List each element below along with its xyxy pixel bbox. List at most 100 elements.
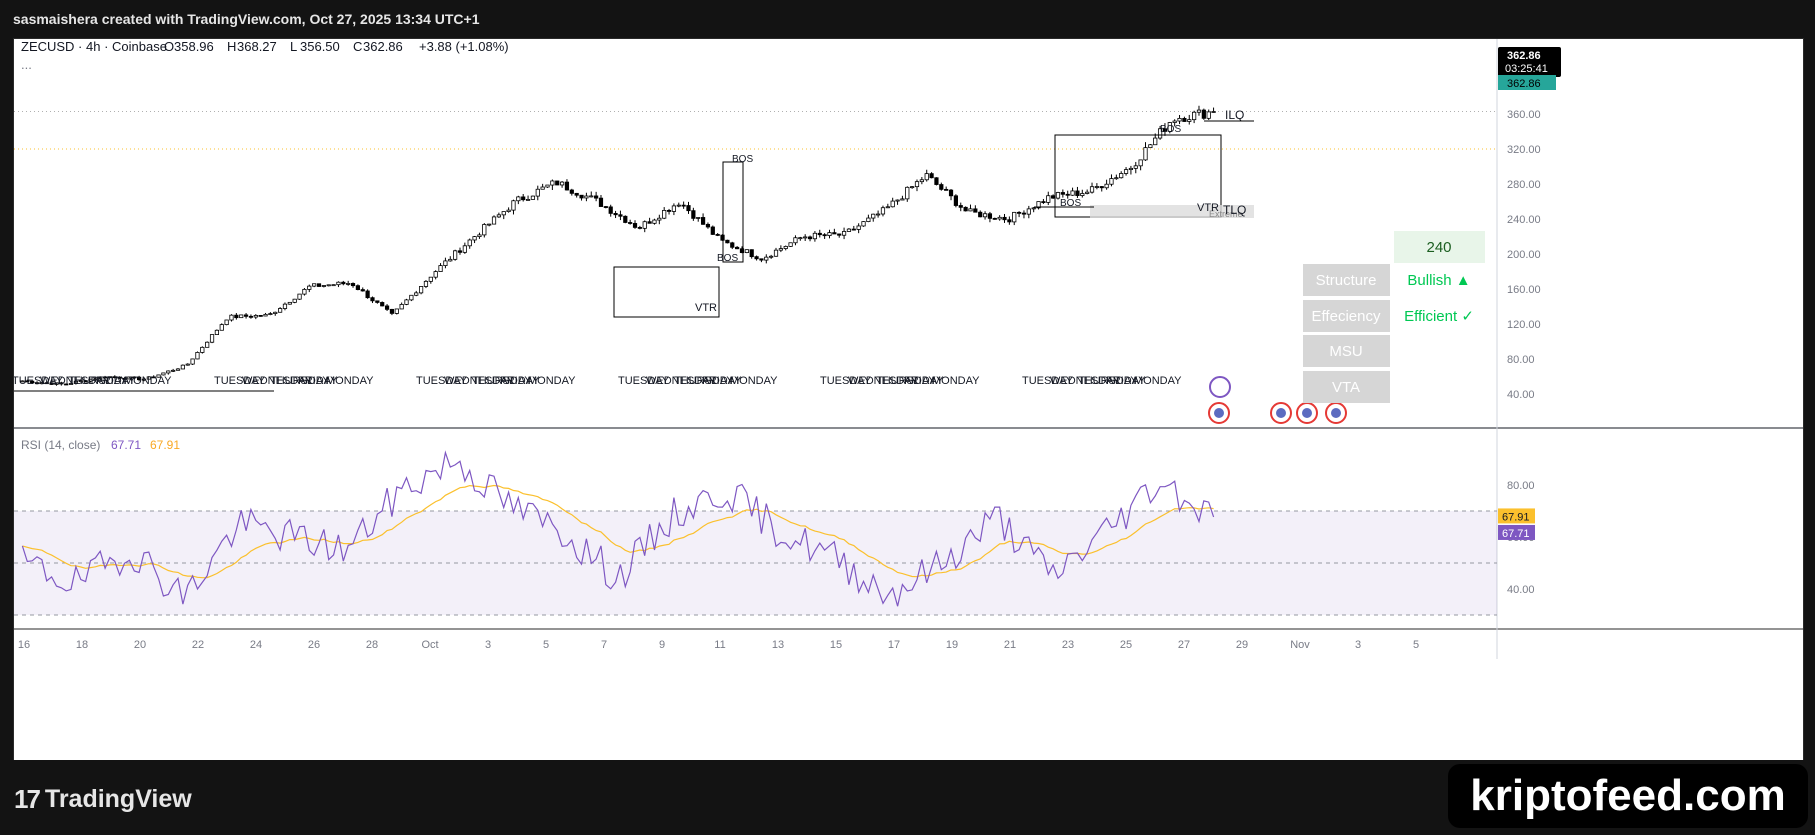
candle-body <box>1070 190 1075 196</box>
candle-body <box>739 248 745 253</box>
candle-body <box>209 334 215 343</box>
candle-body <box>1104 183 1109 189</box>
candle-body <box>273 311 278 314</box>
day-label: WEDNESDAY <box>444 375 515 387</box>
candle-body <box>360 289 365 292</box>
time-tick-label: 5 <box>1413 639 1419 651</box>
candle-body <box>1109 178 1114 185</box>
candle-body <box>584 195 589 199</box>
brand-watermark: kriptofeed.com <box>1448 764 1808 828</box>
candle-body <box>1080 193 1085 196</box>
candle-body <box>910 186 915 189</box>
candle-body <box>516 196 521 202</box>
day-label: FRIDAY <box>500 375 540 387</box>
price-tick-label: 360.00 <box>1507 109 1541 121</box>
candle-body <box>1007 219 1012 223</box>
lightning-event-icon <box>1209 376 1231 398</box>
rsi-band-fill <box>14 511 1497 615</box>
day-label: FRIDAY <box>904 375 944 387</box>
tradingview-logo[interactable]: 17 TradingView <box>14 784 192 815</box>
time-tick-label: 22 <box>192 639 204 651</box>
day-label: THURSDAY <box>68 375 128 387</box>
candle-body <box>278 308 283 313</box>
candle-body <box>394 308 399 314</box>
candle-body <box>190 358 195 365</box>
candle-body <box>963 206 968 212</box>
candle-body <box>686 205 691 212</box>
time-tick-label: 5 <box>543 639 549 651</box>
table-header-cell <box>1394 231 1485 263</box>
candle-body <box>404 299 409 305</box>
candle-body <box>1089 186 1095 193</box>
time-tick-label: 29 <box>1236 639 1248 651</box>
chart-panel[interactable]: ZECUSD · 4h · Coinbase O 358.96 H 368.27 L 356… <box>13 38 1804 762</box>
last-price-label: 362.86 <box>1507 50 1541 62</box>
time-tick-label: 11 <box>714 639 725 651</box>
candle-body <box>127 376 132 380</box>
price-tick-label: 160.00 <box>1507 284 1541 296</box>
candle-body <box>817 232 822 236</box>
candle-body <box>487 223 492 226</box>
candle-body <box>418 286 424 294</box>
time-tick-label: 7 <box>601 639 607 651</box>
candle-body <box>958 205 963 208</box>
candle-body <box>384 305 390 310</box>
candle-body <box>501 211 506 216</box>
candle-body <box>997 216 1002 220</box>
vtr-box-1 <box>613 266 720 318</box>
candle-body <box>443 260 448 266</box>
time-tick-label: 25 <box>1120 639 1132 651</box>
rsi-ma-value-box <box>1498 508 1535 524</box>
candle-body <box>472 236 477 241</box>
candle-body <box>885 206 890 209</box>
candle-body <box>107 376 113 379</box>
table-label-cell <box>1303 335 1390 367</box>
candle-body <box>64 383 69 386</box>
economic-event-flag-icon-inner <box>1214 408 1224 418</box>
candle-body <box>550 180 555 186</box>
candle-body <box>156 374 161 378</box>
bos-label-1: BOS <box>732 154 753 165</box>
candle-body <box>496 214 501 218</box>
candle-body <box>1012 211 1017 223</box>
candle-body <box>506 209 511 212</box>
candle-body <box>1182 117 1187 122</box>
candle-body <box>681 204 686 207</box>
candle-body <box>788 242 793 247</box>
day-label: THURSDAY <box>674 375 734 387</box>
candle-body <box>1036 201 1041 209</box>
candle-body <box>1148 144 1153 149</box>
candle-body <box>642 221 647 229</box>
candle-body <box>1157 128 1163 139</box>
candle-body <box>671 205 677 212</box>
time-tick-label: 28 <box>366 639 378 651</box>
candle-body <box>1138 159 1143 167</box>
candle-body <box>88 378 93 382</box>
rsi-tick-label: 40.00 <box>1507 584 1535 596</box>
candle-body <box>98 376 103 380</box>
day-label: TUESDAY <box>14 375 64 387</box>
last-price-label-box <box>1498 47 1561 77</box>
legend-ohlc-value: 356.50 <box>300 39 340 54</box>
candle-body <box>856 225 861 230</box>
rsi-ma-value: 67.91 <box>150 438 180 452</box>
vtr-label-1: VTR <box>695 302 717 314</box>
candle-body <box>331 284 336 287</box>
candle-body <box>39 382 44 385</box>
candle-body <box>1065 193 1070 196</box>
tv-logo-icon: 17 <box>14 784 41 814</box>
rsi-tick-label: 80.00 <box>1507 480 1535 492</box>
candle-body <box>978 211 983 218</box>
candle-body <box>448 258 453 262</box>
time-tick-label: Oct <box>421 639 438 651</box>
candle-body <box>564 181 570 191</box>
day-label: MONDAY <box>730 375 778 387</box>
candle-body <box>166 370 171 374</box>
time-tick-label: 17 <box>888 639 900 651</box>
candle-body <box>1167 122 1172 132</box>
candle-body <box>263 313 268 317</box>
candle-body <box>710 226 715 235</box>
candle-body <box>467 239 472 247</box>
candle-body <box>93 378 98 381</box>
